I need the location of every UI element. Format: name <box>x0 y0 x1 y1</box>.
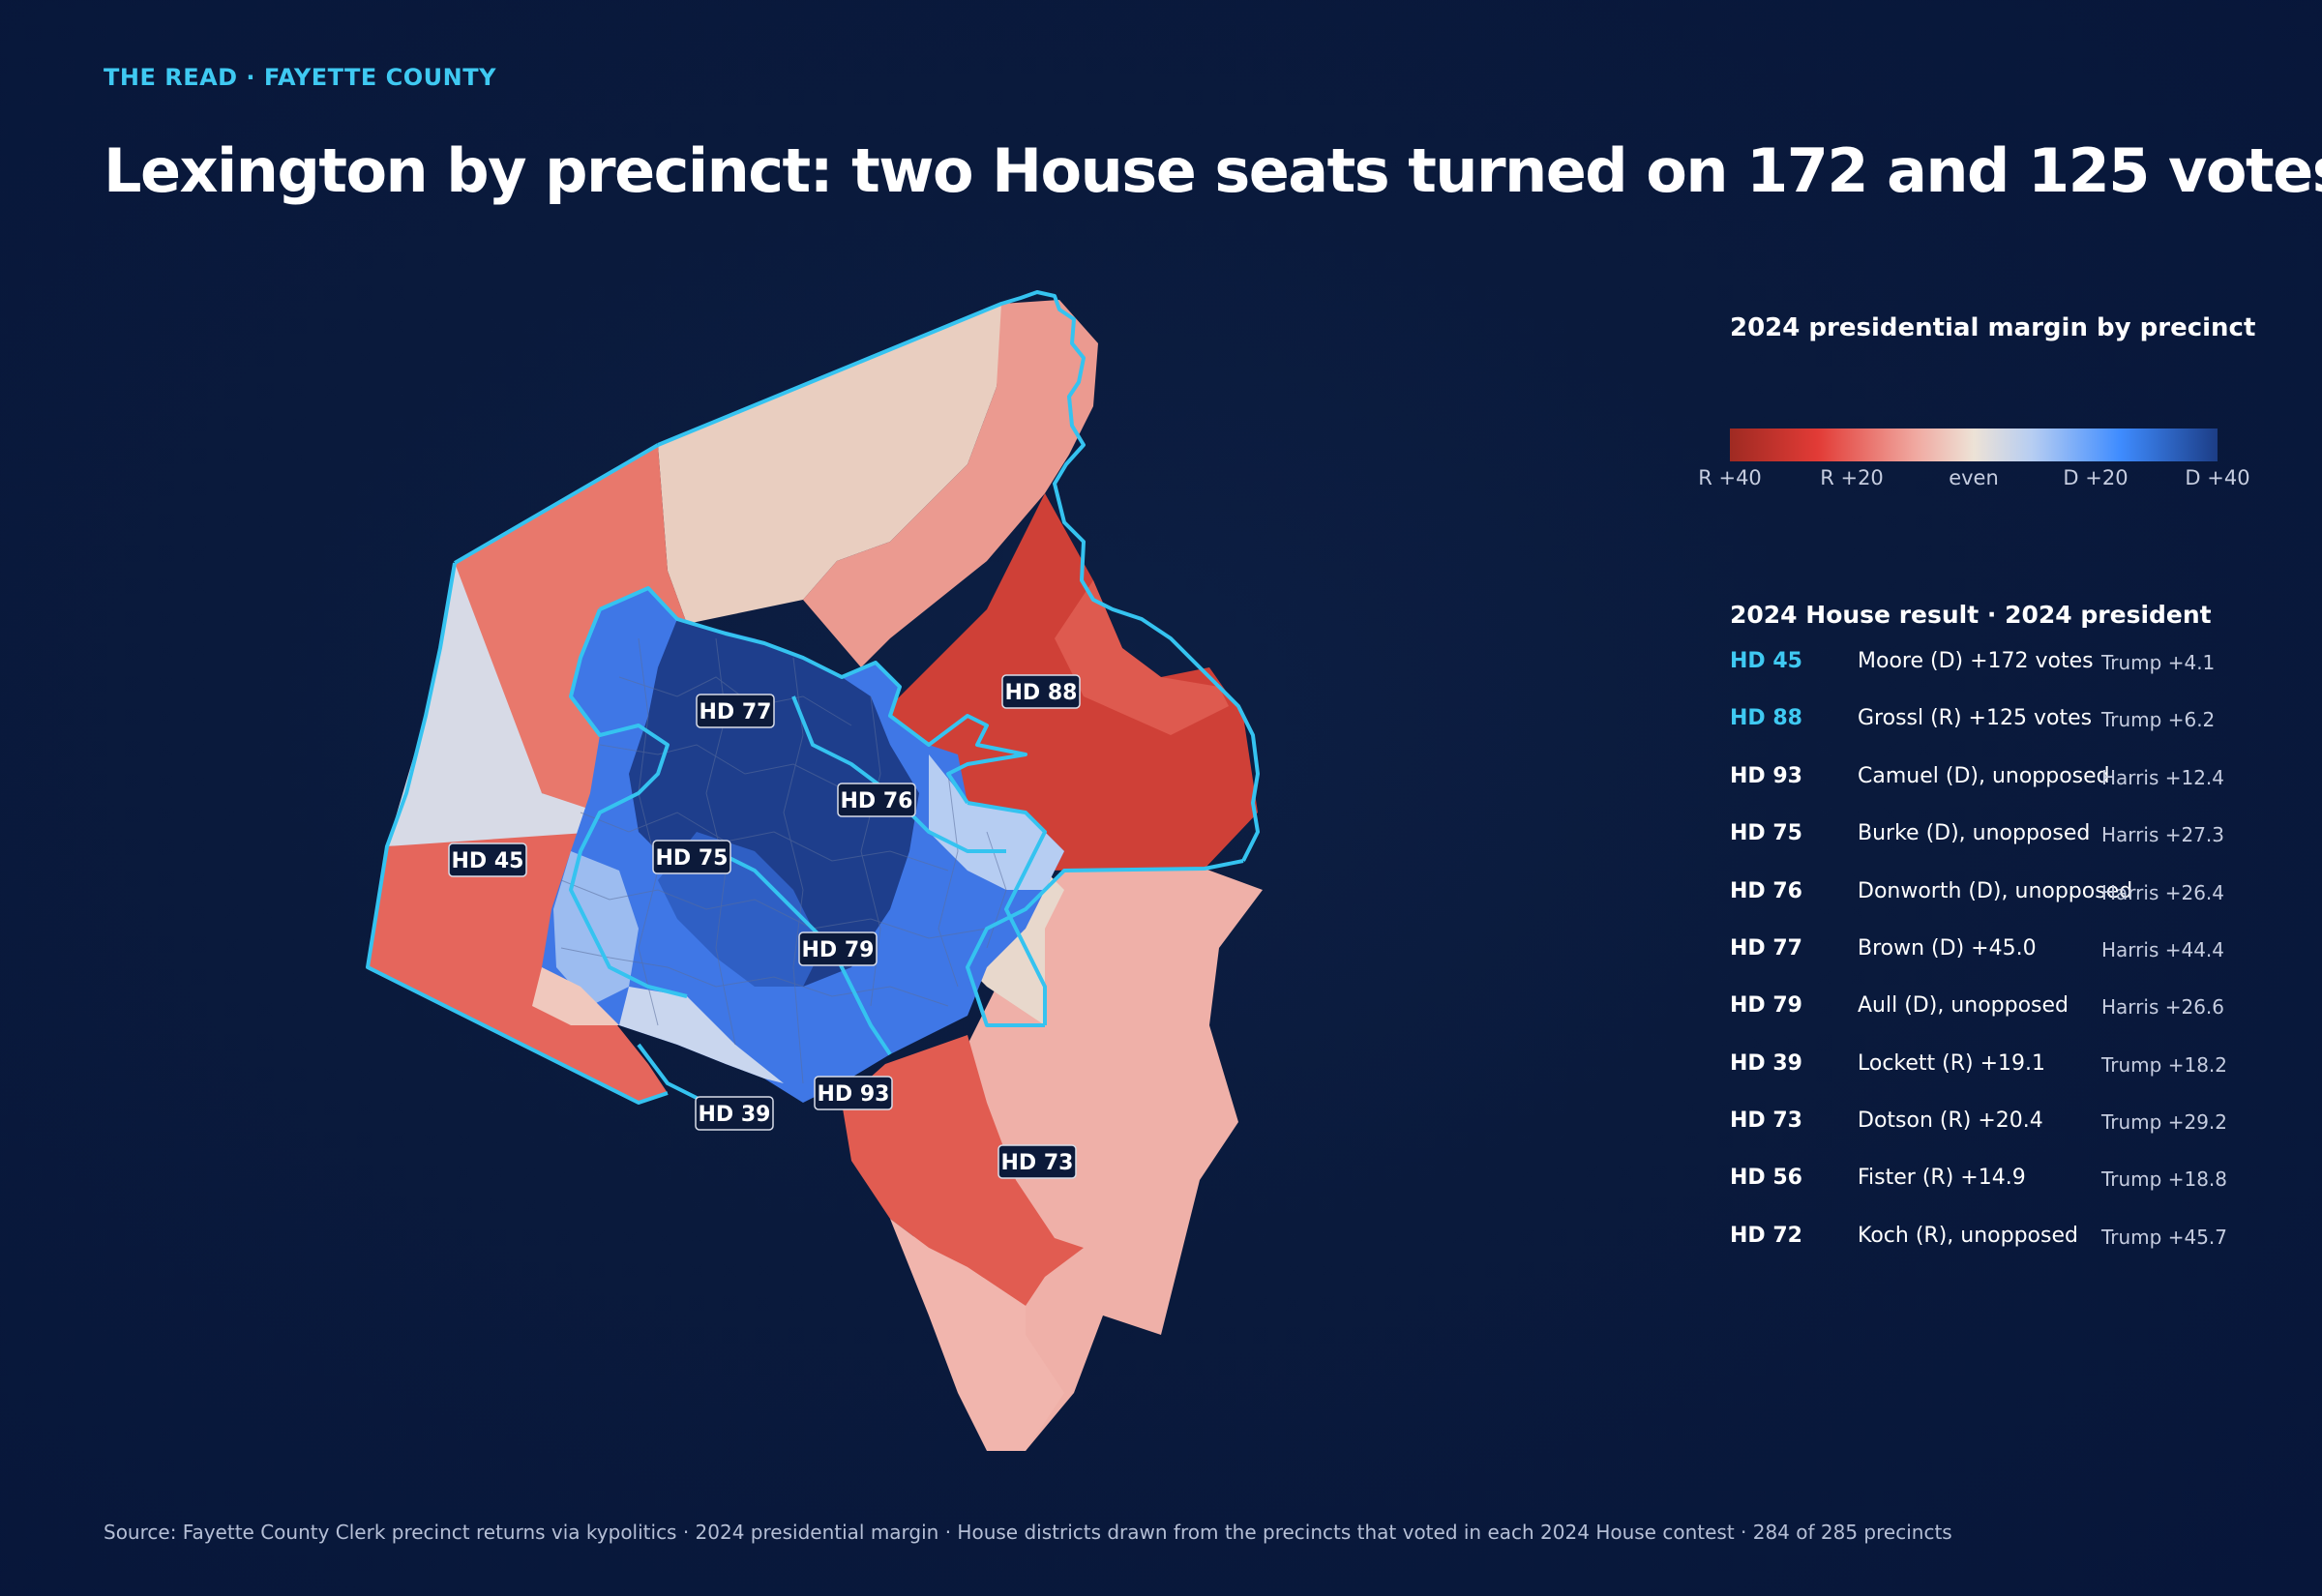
urban-pink-southwest <box>532 967 619 1025</box>
legend-color-scale <box>1730 429 2218 461</box>
table-row: HD 39 Lockett (R) +19.1 Trump +18.2 <box>1730 1051 2233 1090</box>
urban-light-east <box>929 754 1064 890</box>
table-row: HD 75 Burke (D), unopposed Harris +27.3 <box>1730 821 2233 860</box>
row-result: Moore (D) +172 votes <box>1858 649 2094 673</box>
svg-text:HD 45: HD 45 <box>452 849 524 873</box>
district-label-hd93: HD 93 <box>814 1076 893 1110</box>
row-president: Trump +6.2 <box>2101 708 2216 731</box>
table-row: HD 88 Grossl (R) +125 votes Trump +6.2 <box>1730 706 2233 745</box>
legend-tick-r20: R +20 <box>1820 466 1884 489</box>
row-district: HD 45 <box>1730 649 1802 673</box>
district-label-hd75: HD 75 <box>652 840 731 874</box>
row-district: HD 72 <box>1730 1224 1802 1248</box>
row-president: Trump +18.8 <box>2101 1167 2227 1191</box>
precinct-northeast-light <box>658 304 1006 624</box>
svg-text:HD 93: HD 93 <box>818 1082 890 1107</box>
svg-text:HD 77: HD 77 <box>700 700 772 724</box>
row-president: Trump +18.2 <box>2101 1053 2227 1077</box>
legend-tick-d20: D +20 <box>2063 466 2128 489</box>
row-district: HD 88 <box>1730 706 1802 730</box>
district-label-hd88: HD 88 <box>1001 674 1081 709</box>
row-district: HD 56 <box>1730 1166 1802 1190</box>
svg-text:HD 75: HD 75 <box>656 846 729 871</box>
precinct-northeast-pink <box>803 300 1098 667</box>
district-label-hd45: HD 45 <box>448 842 527 877</box>
row-result: Burke (D), unopposed <box>1858 821 2091 845</box>
row-result: Brown (D) +45.0 <box>1858 936 2037 961</box>
svg-text:HD 76: HD 76 <box>841 789 913 813</box>
row-district: HD 77 <box>1730 936 1802 961</box>
table-row: HD 45 Moore (D) +172 votes Trump +4.1 <box>1730 649 2233 688</box>
row-district: HD 39 <box>1730 1051 1802 1076</box>
legend-tick-r40: R +40 <box>1698 466 1762 489</box>
row-result: Koch (R), unopposed <box>1858 1224 2078 1248</box>
district-label-hd79: HD 79 <box>798 931 878 966</box>
headline: Lexington by precinct: two House seats t… <box>104 135 2322 206</box>
table-row: HD 72 Koch (R), unopposed Trump +45.7 <box>1730 1224 2233 1262</box>
precinct-south-red <box>842 1035 1084 1306</box>
kicker: THE READ · FAYETTE COUNTY <box>104 64 496 91</box>
row-president: Harris +44.4 <box>2101 938 2225 961</box>
precinct-southwest-red <box>368 832 668 1103</box>
urban-light-west <box>553 851 639 1006</box>
table-row: HD 73 Dotson (R) +20.4 Trump +29.2 <box>1730 1108 2233 1147</box>
row-district: HD 76 <box>1730 879 1802 903</box>
row-result: Aull (D), unopposed <box>1858 993 2069 1018</box>
table-row: HD 56 Fister (R) +14.9 Trump +18.8 <box>1730 1166 2233 1204</box>
legend-tick-even: even <box>1949 466 1999 489</box>
legend-title: 2024 presidential margin by precinct <box>1730 313 2256 342</box>
svg-text:HD 39: HD 39 <box>699 1103 771 1127</box>
precinct-boundaries <box>560 637 1007 1084</box>
row-president: Trump +29.2 <box>2101 1110 2227 1134</box>
precinct-west-gray <box>387 563 600 846</box>
row-district: HD 79 <box>1730 993 1802 1018</box>
urban-light-south <box>619 987 784 1083</box>
row-result: Camuel (D), unopposed <box>1858 764 2110 788</box>
table-row: HD 77 Brown (D) +45.0 Harris +44.4 <box>1730 936 2233 975</box>
district-label-hd76: HD 76 <box>837 783 916 817</box>
row-result: Fister (R) +14.9 <box>1858 1166 2026 1190</box>
row-district: HD 93 <box>1730 764 1802 788</box>
table-row: HD 93 Camuel (D), unopposed Harris +12.4 <box>1730 764 2233 803</box>
row-district: HD 75 <box>1730 821 1802 845</box>
district-label-hd73: HD 73 <box>997 1144 1077 1179</box>
row-president: Trump +4.1 <box>2101 651 2216 674</box>
table-row: HD 79 Aull (D), unopposed Harris +26.6 <box>1730 993 2233 1032</box>
precinct-east-mid <box>1055 580 1229 735</box>
district-label-hd39: HD 39 <box>695 1096 774 1131</box>
legend-tick-d40: D +40 <box>2185 466 2250 489</box>
row-result: Donworth (D), unopposed <box>1858 879 2133 903</box>
row-district: HD 73 <box>1730 1108 1802 1133</box>
row-result: Dotson (R) +20.4 <box>1858 1108 2043 1133</box>
svg-text:HD 88: HD 88 <box>1005 681 1078 705</box>
results-table-header: 2024 House result · 2024 president <box>1730 601 2212 629</box>
table-row: HD 76 Donworth (D), unopposed Harris +26… <box>1730 879 2233 918</box>
svg-text:HD 73: HD 73 <box>1001 1151 1074 1175</box>
svg-text:HD 79: HD 79 <box>802 938 875 962</box>
row-result: Grossl (R) +125 votes <box>1858 706 2093 730</box>
precinct-map: HD 77 HD 88 HD 76 HD 45 HD 75 HD 79 HD 9… <box>366 290 1263 1451</box>
precinct-south-light <box>890 1219 1064 1451</box>
row-president: Trump +45.7 <box>2101 1226 2227 1249</box>
row-president: Harris +26.4 <box>2101 881 2225 904</box>
row-president: Harris +27.3 <box>2101 823 2225 846</box>
row-president: Harris +12.4 <box>2101 766 2225 789</box>
row-president: Harris +26.6 <box>2101 995 2225 1019</box>
source-note: Source: Fayette County Clerk precinct re… <box>104 1521 1952 1544</box>
district-label-hd77: HD 77 <box>696 694 775 728</box>
row-result: Lockett (R) +19.1 <box>1858 1051 2046 1076</box>
